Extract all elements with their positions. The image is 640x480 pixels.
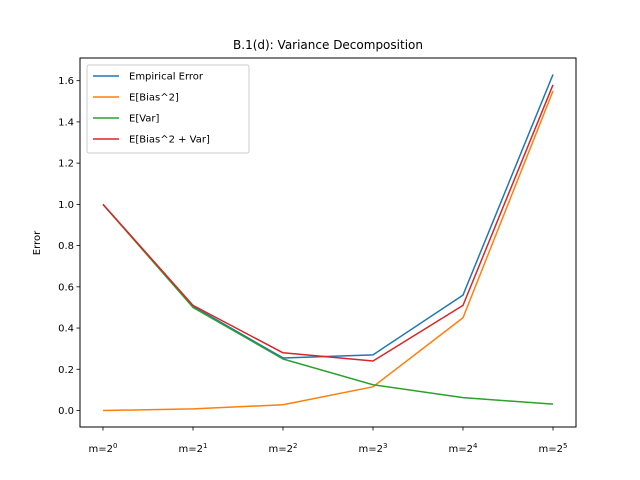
x-tick-label-5: m=25 [539, 442, 568, 455]
y-tick-label-7: 1.4 [58, 117, 74, 128]
y-tick-label-4: 0.8 [58, 241, 74, 252]
x-tick-label-4: m=24 [449, 442, 478, 455]
series-line-1 [102, 90, 554, 412]
x-tick-label-0: m=20 [89, 442, 118, 455]
x-tick-label-2: m=22 [269, 442, 298, 455]
chart-title: B.1(d): Variance Decomposition [233, 38, 423, 52]
x-tick-label-base-0: m=2 [89, 444, 113, 455]
x-axis: m=20 m=21 m=22 m=23 m=24 m=25 [89, 427, 568, 455]
series-line-3 [102, 84, 554, 362]
x-tick-label-3: m=23 [359, 442, 388, 455]
x-tick-label-exp-1: 1 [203, 442, 207, 450]
plot-lines [102, 74, 554, 412]
x-tick-label-exp-5: 5 [563, 442, 567, 450]
x-tick-label-exp-0: 0 [113, 442, 117, 450]
legend-label-0: Empirical Error [129, 72, 204, 83]
x-tick-label-exp-4: 4 [473, 442, 478, 450]
y-tick-label-8: 1.6 [58, 76, 74, 87]
legend: Empirical Error E[Bias^2] E[Var] E[Bias^2 +… [86, 64, 250, 154]
legend-label-2: E[Var] [129, 114, 160, 125]
plot-frame [79, 57, 577, 428]
y-tick-label-2: 0.4 [58, 324, 74, 335]
y-tick-label-5: 1.0 [58, 200, 74, 211]
legend-label-3: E[Bias^2 + Var] [129, 135, 210, 146]
y-axis-label: Error [32, 230, 43, 255]
x-tick-label-base-3: m=2 [359, 444, 383, 455]
y-tick-label-0: 0.0 [58, 406, 74, 417]
x-tick-label-1: m=21 [179, 442, 208, 455]
y-axis: 0.0 0.2 0.4 0.6 0.8 1.0 1.2 1.4 1.6 [58, 76, 80, 417]
y-tick-label-6: 1.2 [58, 159, 74, 170]
x-tick-label-exp-3: 3 [383, 442, 387, 450]
legend-label-1: E[Bias^2] [129, 93, 179, 104]
x-tick-label-base-2: m=2 [269, 444, 293, 455]
y-tick-label-1: 0.2 [58, 365, 74, 376]
x-tick-label-exp-2: 2 [293, 442, 297, 450]
series-line-2 [102, 203, 554, 405]
x-tick-label-base-1: m=2 [179, 444, 203, 455]
x-tick-label-base-5: m=2 [539, 444, 563, 455]
y-tick-label-3: 0.6 [58, 282, 74, 293]
x-tick-label-base-4: m=2 [449, 444, 473, 455]
legend-box [86, 64, 250, 154]
